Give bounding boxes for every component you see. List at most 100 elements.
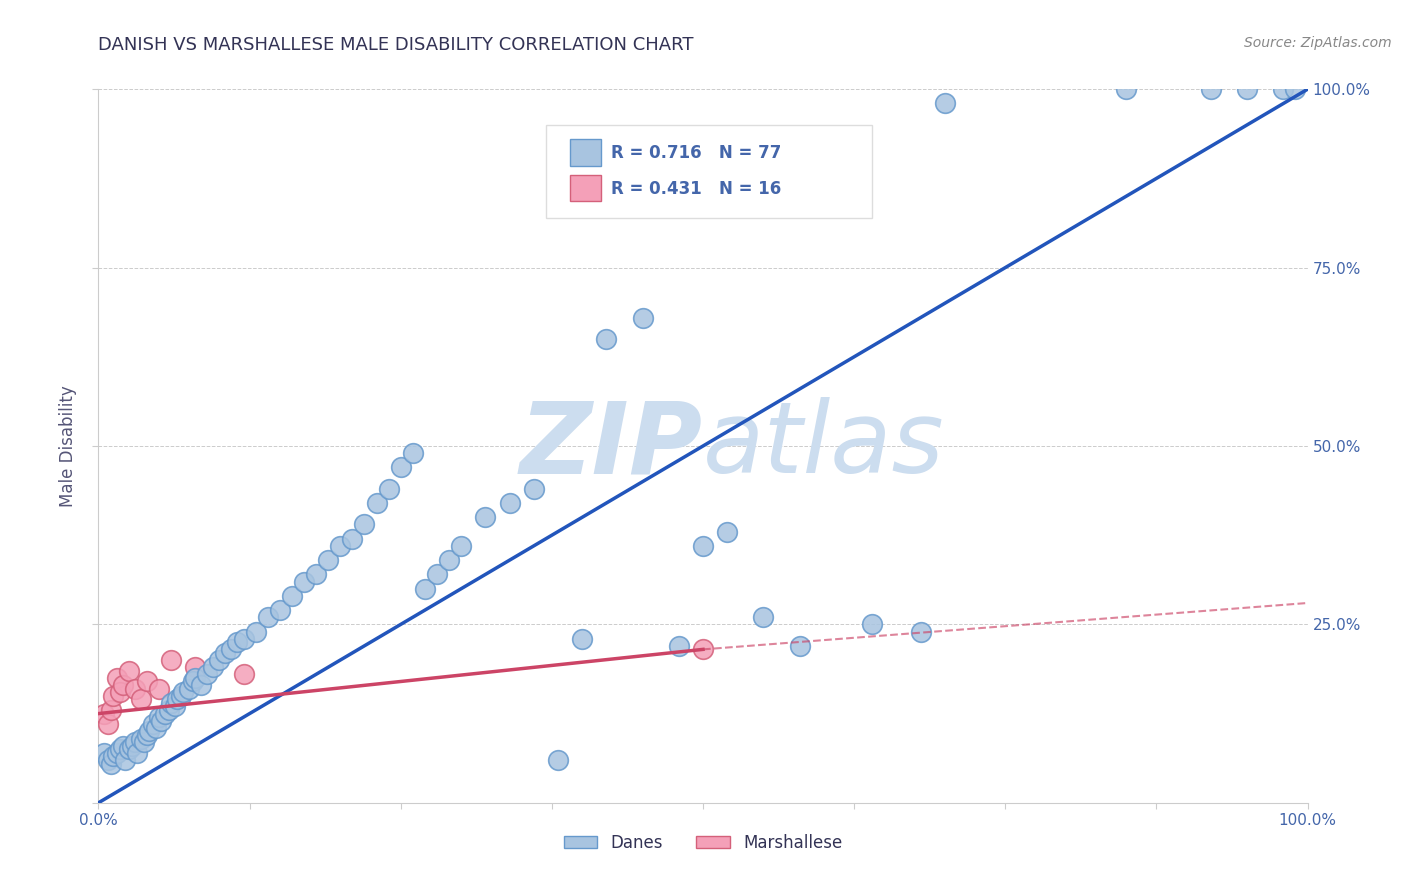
Point [160, 696, 183, 710]
Point [101, 749, 124, 764]
Point [547, 753, 569, 767]
Point [121, 739, 143, 753]
Point [190, 678, 212, 692]
Point [181, 674, 204, 689]
Point [910, 624, 932, 639]
Point [97, 717, 120, 731]
Point [105, 671, 128, 685]
Point [150, 714, 173, 728]
Point [342, 532, 364, 546]
Text: Source: ZipAtlas.com: Source: ZipAtlas.com [1244, 36, 1392, 50]
Point [118, 664, 141, 678]
Point [1272, 82, 1295, 96]
Point [692, 539, 714, 553]
Point [789, 639, 811, 653]
Point [93, 706, 115, 721]
Point [134, 735, 156, 749]
Point [413, 582, 436, 596]
Point [595, 332, 617, 346]
Point [108, 685, 131, 699]
Point [145, 721, 167, 735]
Point [166, 692, 188, 706]
Point [129, 731, 152, 746]
Point [148, 710, 170, 724]
Point [1284, 82, 1306, 96]
Point [169, 689, 191, 703]
Point [105, 746, 128, 760]
FancyBboxPatch shape [546, 125, 872, 218]
Point [195, 667, 218, 681]
Point [157, 703, 180, 717]
Point [135, 728, 157, 742]
Point [232, 632, 254, 646]
Point [692, 642, 714, 657]
Point [450, 539, 472, 553]
Point [1115, 82, 1137, 96]
Point [329, 539, 352, 553]
Point [100, 703, 122, 717]
Point [571, 632, 593, 646]
Point [114, 753, 136, 767]
Point [221, 642, 243, 657]
Point [127, 746, 149, 760]
Point [184, 660, 207, 674]
Point [148, 681, 170, 696]
Point [138, 724, 160, 739]
Point [426, 567, 449, 582]
Point [214, 646, 236, 660]
Point [402, 446, 425, 460]
Point [232, 667, 254, 681]
Point [523, 482, 546, 496]
Point [245, 624, 267, 639]
Point [316, 553, 339, 567]
Legend: Danes, Marshallese: Danes, Marshallese [557, 828, 849, 859]
Text: atlas: atlas [703, 398, 945, 494]
Point [474, 510, 496, 524]
Point [498, 496, 520, 510]
Point [184, 671, 207, 685]
Point [118, 742, 141, 756]
Point [163, 699, 186, 714]
Point [108, 742, 131, 756]
Point [124, 735, 146, 749]
Y-axis label: Male Disability: Male Disability [59, 385, 77, 507]
Point [366, 496, 388, 510]
Point [129, 692, 152, 706]
Point [153, 706, 176, 721]
Text: R = 0.431   N = 16: R = 0.431 N = 16 [612, 180, 782, 198]
Point [752, 610, 775, 624]
Point [377, 482, 399, 496]
Point [389, 460, 412, 475]
FancyBboxPatch shape [569, 139, 602, 166]
Point [692, 175, 714, 189]
Text: ZIP: ZIP [520, 398, 703, 494]
Point [124, 681, 146, 696]
Point [160, 653, 183, 667]
Point [111, 678, 134, 692]
Text: DANISH VS MARSHALLESE MALE DISABILITY CORRELATION CHART: DANISH VS MARSHALLESE MALE DISABILITY CO… [98, 36, 695, 54]
Point [1236, 82, 1258, 96]
Point [142, 717, 165, 731]
Point [100, 756, 122, 771]
Text: R = 0.716   N = 77: R = 0.716 N = 77 [612, 145, 782, 162]
Point [934, 96, 956, 111]
Point [631, 310, 654, 325]
Point [437, 553, 460, 567]
Point [101, 689, 124, 703]
Point [716, 524, 738, 539]
Point [111, 739, 134, 753]
Point [179, 681, 201, 696]
Point [1199, 82, 1222, 96]
Point [305, 567, 328, 582]
Point [172, 685, 194, 699]
Point [256, 610, 278, 624]
Point [202, 660, 225, 674]
Point [226, 635, 249, 649]
Point [269, 603, 291, 617]
Point [860, 617, 883, 632]
Point [97, 753, 120, 767]
Point [281, 589, 304, 603]
FancyBboxPatch shape [569, 175, 602, 202]
Point [292, 574, 315, 589]
Point [668, 639, 690, 653]
